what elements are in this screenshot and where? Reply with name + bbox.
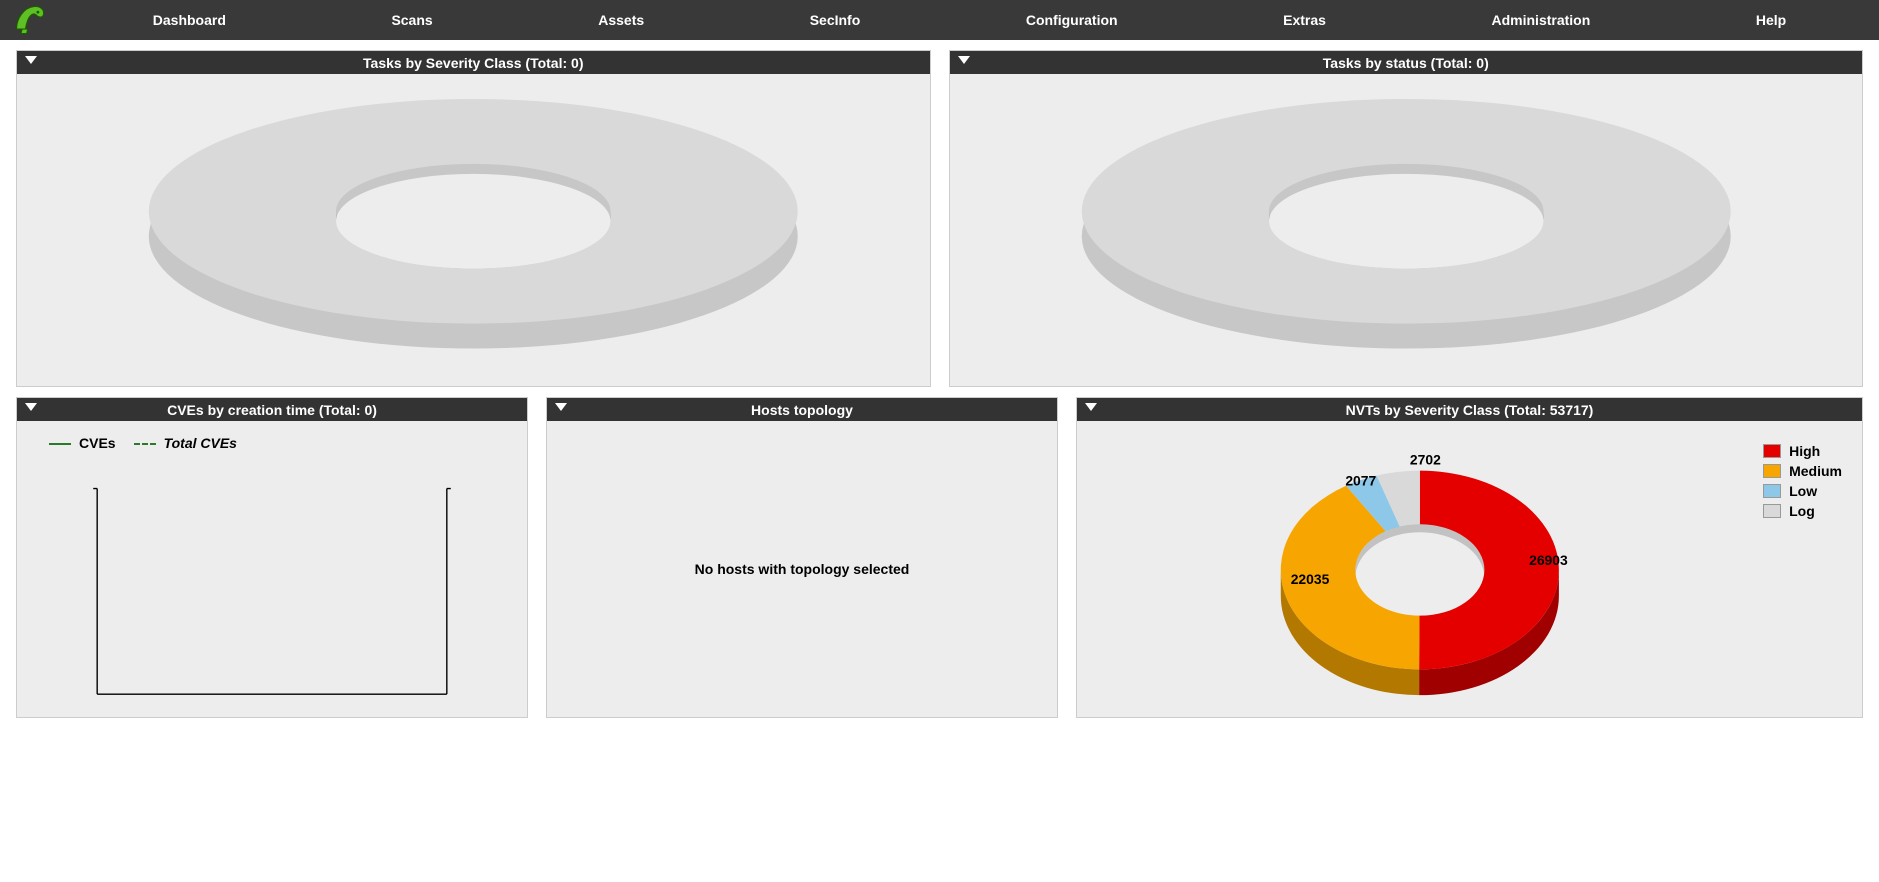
dashboard-row-1: Tasks by Severity Class (Total: 0) Tasks… xyxy=(16,50,1863,387)
panel-header: NVTs by Severity Class (Total: 53717) xyxy=(1077,398,1862,421)
panel-title: NVTs by Severity Class (Total: 53717) xyxy=(1085,402,1854,418)
panel-body: CVEs Total CVEs xyxy=(17,421,527,717)
panel-nvts-severity: NVTs by Severity Class (Total: 53717) 26… xyxy=(1076,397,1863,718)
nav-extras[interactable]: Extras xyxy=(1253,2,1356,38)
panel-header: CVEs by creation time (Total: 0) xyxy=(17,398,527,421)
panel-body xyxy=(950,74,1863,386)
empty-donut-chart xyxy=(950,74,1863,386)
panel-title: Tasks by Severity Class (Total: 0) xyxy=(25,55,922,71)
panel-menu-icon[interactable] xyxy=(25,403,37,411)
line-chart-legend: CVEs Total CVEs xyxy=(49,435,237,451)
panel-menu-icon[interactable] xyxy=(25,56,37,64)
nav-items: Dashboard Scans Assets SecInfo Configura… xyxy=(70,2,1869,38)
nav-administration[interactable]: Administration xyxy=(1462,2,1621,38)
nav-scans[interactable]: Scans xyxy=(361,2,462,38)
panel-tasks-status: Tasks by status (Total: 0) xyxy=(949,50,1864,387)
panel-title: CVEs by creation time (Total: 0) xyxy=(25,402,519,418)
panel-title: Tasks by status (Total: 0) xyxy=(958,55,1855,71)
panel-body: 26903 22035 2077 2702 High Medium Low Log xyxy=(1077,421,1862,717)
panel-cves-time: CVEs by creation time (Total: 0) CVEs To… xyxy=(16,397,528,718)
panel-header: Tasks by Severity Class (Total: 0) xyxy=(17,51,930,74)
legend-low: Low xyxy=(1763,483,1842,499)
nav-assets[interactable]: Assets xyxy=(568,2,674,38)
svg-text:22035: 22035 xyxy=(1291,571,1330,587)
legend-high: High xyxy=(1763,443,1842,459)
legend-item-total-cves: Total CVEs xyxy=(134,435,237,451)
svg-text:2702: 2702 xyxy=(1410,452,1441,468)
dashboard-row-2: CVEs by creation time (Total: 0) CVEs To… xyxy=(16,397,1863,718)
nav-help[interactable]: Help xyxy=(1726,2,1816,38)
panel-menu-icon[interactable] xyxy=(1085,403,1097,411)
dashboard: Tasks by Severity Class (Total: 0) Tasks… xyxy=(0,40,1879,728)
panel-menu-icon[interactable] xyxy=(555,403,567,411)
top-navigation: Dashboard Scans Assets SecInfo Configura… xyxy=(0,0,1879,40)
legend-log: Log xyxy=(1763,503,1842,519)
donut-legend: High Medium Low Log xyxy=(1763,443,1842,523)
svg-text:2077: 2077 xyxy=(1345,473,1376,489)
panel-title: Hosts topology xyxy=(555,402,1049,418)
empty-donut-chart xyxy=(17,74,930,386)
svg-text:26903: 26903 xyxy=(1529,552,1568,568)
panel-body: No hosts with topology selected xyxy=(547,421,1057,717)
panel-tasks-severity: Tasks by Severity Class (Total: 0) xyxy=(16,50,931,387)
nav-configuration[interactable]: Configuration xyxy=(996,2,1148,38)
legend-item-cves: CVEs xyxy=(49,435,116,451)
nav-dashboard[interactable]: Dashboard xyxy=(123,2,256,38)
panel-hosts-topology: Hosts topology No hosts with topology se… xyxy=(546,397,1058,718)
panel-menu-icon[interactable] xyxy=(958,56,970,64)
panel-header: Hosts topology xyxy=(547,398,1057,421)
legend-medium: Medium xyxy=(1763,463,1842,479)
panel-body xyxy=(17,74,930,386)
nav-secinfo[interactable]: SecInfo xyxy=(780,2,891,38)
nvt-donut-chart: 26903 22035 2077 2702 xyxy=(1077,421,1862,717)
line-chart-axes xyxy=(17,421,527,717)
logo-icon[interactable] xyxy=(10,0,50,40)
panel-header: Tasks by status (Total: 0) xyxy=(950,51,1863,74)
empty-message: No hosts with topology selected xyxy=(695,561,910,577)
